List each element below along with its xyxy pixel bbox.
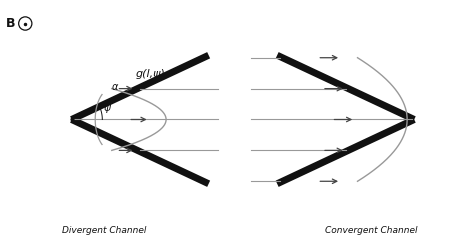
Text: ψ: ψ: [104, 103, 110, 113]
Text: Divergent Channel: Divergent Channel: [63, 226, 147, 235]
Text: g(l,ψ): g(l,ψ): [136, 69, 165, 79]
Text: Convergent Channel: Convergent Channel: [326, 226, 418, 235]
Text: B: B: [6, 17, 16, 30]
Text: α: α: [112, 82, 118, 92]
